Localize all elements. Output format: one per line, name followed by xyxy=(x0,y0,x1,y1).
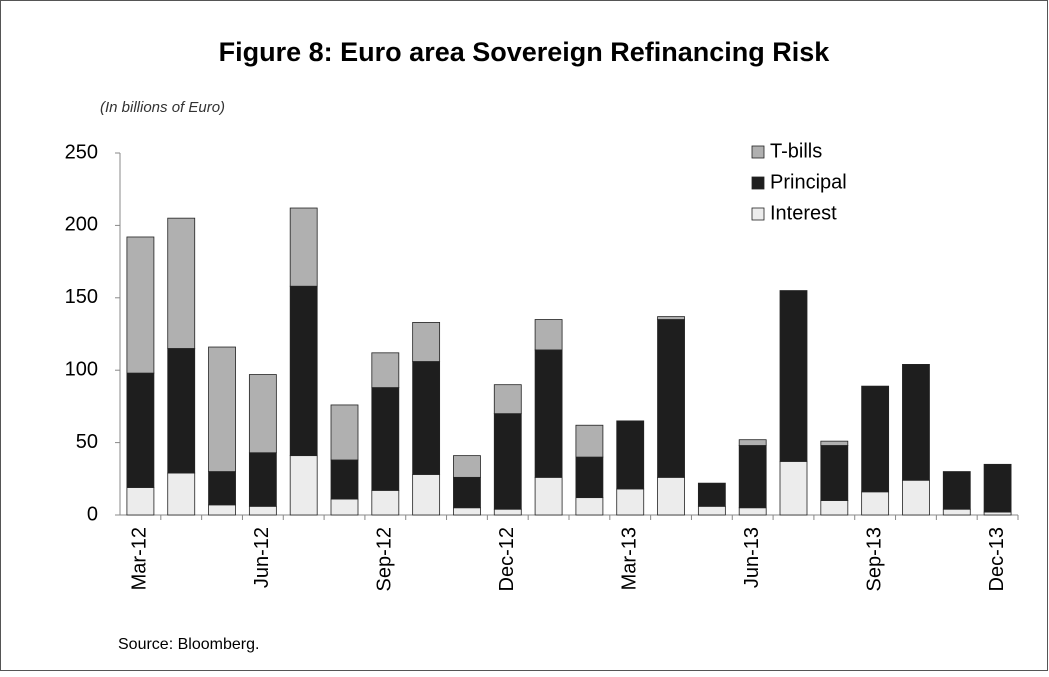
bar-segment xyxy=(289,207,318,287)
bar-segment xyxy=(248,374,277,454)
legend-swatch xyxy=(751,176,765,190)
bar-segment xyxy=(575,497,604,516)
bar-segment xyxy=(126,236,155,374)
bar-segment xyxy=(697,482,726,507)
bar-segment xyxy=(942,471,971,510)
bar-segment xyxy=(208,346,236,472)
y-tick-label: 250 xyxy=(65,141,98,163)
bar-segment xyxy=(371,387,400,491)
bar-segment xyxy=(248,452,277,507)
y-tick-label: 50 xyxy=(76,431,98,453)
bar-segment xyxy=(412,361,441,475)
y-tick-label: 200 xyxy=(65,214,98,236)
legend-swatch xyxy=(751,207,765,221)
bar-segment xyxy=(657,316,685,320)
bar-segment xyxy=(902,479,930,516)
x-tick-label: Mar-12 xyxy=(129,527,151,590)
bar-segment xyxy=(453,507,481,516)
x-tick-label: Dec-12 xyxy=(496,527,518,591)
bar-segment xyxy=(453,476,481,509)
bar-segment xyxy=(126,372,155,488)
bar-segment xyxy=(493,384,522,415)
bar-segment xyxy=(493,508,522,516)
bar-segment xyxy=(820,440,849,446)
bar-segment xyxy=(575,424,604,458)
bar-segment xyxy=(738,439,767,446)
bar-segment xyxy=(820,500,849,516)
bar-segment xyxy=(657,476,685,516)
bar-segment xyxy=(534,319,563,351)
bar-segment xyxy=(616,488,645,516)
y-tick-label: 100 xyxy=(65,358,98,380)
legend-label: T-bills xyxy=(770,140,822,162)
bar-segment xyxy=(330,459,359,500)
subtitle: (In billions of Euro) xyxy=(100,99,225,116)
bar-segment xyxy=(738,507,767,516)
bar-segment xyxy=(983,511,1012,516)
bar-segment xyxy=(208,471,236,506)
bar-segment xyxy=(412,474,441,516)
x-tick-label: Mar-13 xyxy=(619,527,641,590)
y-tick-label: 150 xyxy=(65,286,98,308)
bar-segment xyxy=(208,504,236,516)
x-tick-label: Sep-13 xyxy=(863,527,885,592)
x-tick-label: Jun-12 xyxy=(251,527,273,588)
bar-segment xyxy=(534,349,563,478)
bar-segment xyxy=(575,456,604,499)
bar-segment xyxy=(412,322,441,362)
bar-segment xyxy=(289,285,318,457)
bar-segment xyxy=(902,364,930,481)
bar-segment xyxy=(167,217,196,349)
bar-segment xyxy=(616,420,645,490)
x-tick-label: Jun-13 xyxy=(741,527,763,588)
bar-segment xyxy=(861,385,890,493)
bar-segment xyxy=(697,505,726,516)
bar-segment xyxy=(248,505,277,516)
source: Source: Bloomberg. xyxy=(118,636,259,653)
bar-segment xyxy=(861,491,890,516)
bar-segment xyxy=(126,487,155,516)
bar-segment xyxy=(167,472,196,516)
bar-segment xyxy=(942,508,971,516)
x-tick-label: Dec-13 xyxy=(986,527,1008,591)
legend-label: Principal xyxy=(770,171,847,193)
bar-segment xyxy=(289,455,318,516)
bar-segment xyxy=(371,489,400,516)
bar-segment xyxy=(820,445,849,501)
bar-segment xyxy=(983,463,1012,513)
y-tick-label: 0 xyxy=(87,503,98,525)
bar-segment xyxy=(657,319,685,478)
bar-segment xyxy=(534,476,563,516)
legend-swatch xyxy=(751,145,765,159)
bar-segment xyxy=(493,413,522,510)
bar-segment xyxy=(371,352,400,388)
bar-segment xyxy=(330,498,359,516)
bar-segment xyxy=(453,455,481,478)
bar-segment xyxy=(779,290,808,462)
bar-segment xyxy=(330,404,359,461)
legend-label: Interest xyxy=(770,202,837,224)
bar-segment xyxy=(167,348,196,474)
chart-title: Figure 8: Euro area Sovereign Refinancin… xyxy=(219,37,831,67)
bar-segment xyxy=(779,461,808,516)
bar-segment xyxy=(738,445,767,509)
x-tick-label: Sep-12 xyxy=(374,527,396,592)
